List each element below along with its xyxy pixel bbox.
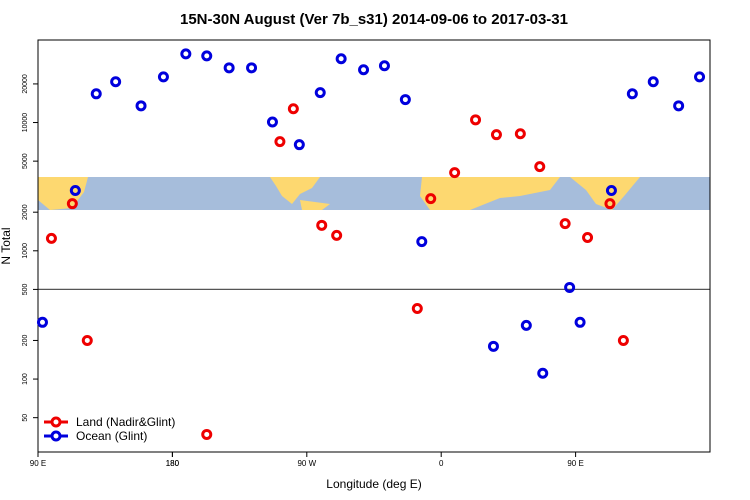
point: [574, 316, 586, 328]
point: [449, 167, 461, 179]
x-tick-label: 90 W: [297, 459, 316, 468]
point: [274, 136, 286, 148]
point: [534, 161, 546, 173]
point: [180, 48, 192, 60]
y-tick-label: 500: [22, 283, 29, 295]
legend-label: Land (Nadir&Glint): [76, 415, 175, 429]
point: [81, 334, 93, 346]
legend-label: Ocean (Glint): [76, 429, 147, 443]
x-tick-label: 90 E: [30, 459, 46, 468]
y-axis-label: N Total: [0, 227, 13, 264]
point: [331, 229, 343, 241]
point: [411, 302, 423, 314]
point: [45, 232, 57, 244]
point: [110, 76, 122, 88]
y-tick-label: 2000: [22, 204, 29, 220]
point: [617, 334, 629, 346]
point: [90, 88, 102, 100]
point: [287, 103, 299, 115]
point: [266, 116, 278, 128]
point: [425, 193, 437, 205]
y-tick-label: 20000: [22, 74, 29, 94]
point: [378, 60, 390, 72]
y-tick-label: 5000: [22, 153, 29, 169]
point: [487, 340, 499, 352]
point: [69, 185, 81, 197]
point: [316, 219, 328, 231]
point: [314, 87, 326, 99]
y-tick-label: 50: [22, 414, 29, 422]
point: [605, 185, 617, 197]
point: [470, 114, 482, 126]
point: [157, 71, 169, 83]
point: [246, 62, 258, 74]
y-tick-label: 200: [22, 335, 29, 347]
point: [559, 218, 571, 230]
x-axis-label: Longitude (deg E): [326, 477, 421, 491]
point: [564, 281, 576, 293]
point: [416, 236, 428, 248]
legend-marker: [50, 430, 62, 442]
x-tick-label: 180: [166, 459, 180, 468]
point: [673, 100, 685, 112]
point: [537, 367, 549, 379]
y-tick-label: 10000: [22, 113, 29, 133]
point: [490, 129, 502, 141]
point: [582, 231, 594, 243]
y-tick-label: 100: [22, 373, 29, 385]
point: [604, 198, 616, 210]
point: [514, 128, 526, 140]
y-tick-label: 1000: [22, 243, 29, 259]
point: [135, 100, 147, 112]
x-tick-label: 180: [166, 459, 180, 468]
x-tick-label: 90 E: [567, 459, 583, 468]
point: [36, 316, 48, 328]
x-tick-label: 0: [439, 459, 444, 468]
point: [335, 53, 347, 65]
plot-frame: [37, 39, 711, 453]
point: [201, 428, 213, 440]
point: [626, 88, 638, 100]
point: [201, 50, 213, 62]
point: [66, 198, 78, 210]
point: [223, 62, 235, 74]
point: [647, 76, 659, 88]
chart-title: 15N-30N August (Ver 7b_s31) 2014-09-06 t…: [180, 11, 568, 28]
point: [293, 139, 305, 151]
point: [520, 319, 532, 331]
point: [694, 71, 706, 83]
point: [358, 64, 370, 76]
legend-marker: [50, 416, 62, 428]
point: [399, 94, 411, 106]
